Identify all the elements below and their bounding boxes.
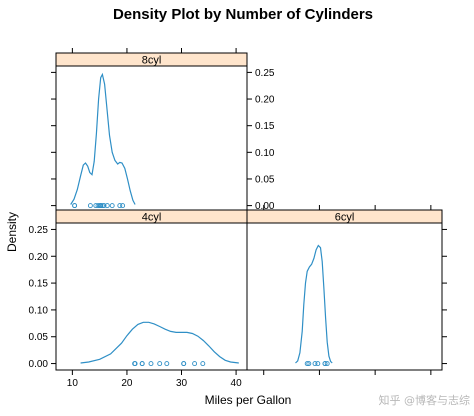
density-line-4cyl — [80, 321, 239, 364]
x-tick-label: 10 — [67, 378, 79, 389]
rug-point-4cyl-1 — [132, 361, 138, 367]
rug-point-6cyl-0 — [304, 361, 310, 367]
y-tick-label: 0.25 — [255, 68, 275, 79]
density-line-6cyl — [295, 244, 333, 364]
strip-label-4cyl: 4cyl — [142, 212, 162, 224]
rug-point-6cyl-1 — [306, 361, 312, 367]
rug-point-8cyl-9 — [101, 203, 107, 209]
y-tick-label: 0.00 — [29, 359, 49, 370]
x-axis-title: Miles per Gallon — [205, 393, 292, 407]
panels-group: 8cyl 4cyl 6cyl — [55, 52, 443, 371]
strip-label-8cyl: 8cyl — [142, 55, 162, 67]
chart-title: Density Plot by Number of Cylinders — [113, 6, 373, 23]
x-tick-label: 20 — [121, 378, 133, 389]
y-tick-label: 0.05 — [29, 332, 49, 343]
density-line-8cyl — [70, 72, 136, 205]
rug-point-6cyl-2 — [312, 361, 318, 367]
y-tick-label: 0.05 — [255, 174, 275, 185]
rug-point-4cyl-6 — [164, 361, 170, 367]
x-tick-label: 40 — [231, 378, 243, 389]
rug-point-8cyl-11 — [109, 203, 115, 209]
rug-point-8cyl-1 — [72, 203, 78, 209]
rug-point-4cyl-3 — [139, 361, 145, 367]
y-tick-label: 0.15 — [255, 121, 275, 132]
rug-point-4cyl-10 — [200, 361, 206, 367]
y-tick-label: 0.10 — [29, 305, 49, 316]
panel-frame-8cyl — [55, 65, 248, 213]
y-axis-title: Density — [5, 212, 19, 252]
rug-point-8cyl-12 — [117, 203, 123, 209]
y-tick-label: 0.25 — [29, 225, 49, 236]
x-tick-label: 30 — [176, 378, 188, 389]
rug-point-6cyl-5 — [322, 361, 328, 367]
y-tick-label: 0.20 — [29, 252, 49, 263]
rug-point-8cyl-2 — [87, 203, 93, 209]
panel-frame-6cyl — [246, 222, 443, 371]
rug-point-8cyl-7 — [98, 203, 104, 209]
rug-point-4cyl-8 — [181, 361, 187, 367]
rug-point-6cyl-3 — [315, 361, 321, 367]
rug-point-4cyl-5 — [157, 361, 163, 367]
y-tick-label: 0.00 — [255, 201, 275, 212]
axes-group: 10 20 30 40 0.00 0.05 0.10 0.15 0.20 0.25 0.00 0.05… — [29, 48, 447, 389]
y-tick-label: 0.10 — [255, 148, 275, 159]
rug-point-8cyl-10 — [104, 203, 110, 209]
rug-point-8cyl-13 — [120, 203, 126, 209]
watermark-text: 知乎 @博客与志综 — [379, 393, 471, 407]
y-tick-label: 0.20 — [255, 95, 275, 106]
rug-point-6cyl-6 — [324, 361, 330, 367]
y-tick-label: 0.15 — [29, 279, 49, 290]
panel-frame-4cyl — [55, 222, 248, 371]
rug-point-4cyl-9 — [192, 361, 198, 367]
rug-point-8cyl-8 — [99, 203, 105, 209]
rug-point-4cyl-4 — [148, 361, 154, 367]
strip-label-6cyl: 6cyl — [335, 212, 355, 224]
